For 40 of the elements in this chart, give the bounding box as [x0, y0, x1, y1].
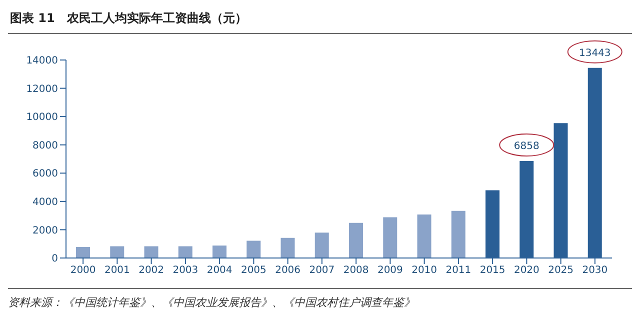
y-tick-label: 2000: [32, 225, 58, 236]
bar: [451, 210, 466, 258]
x-tick-label: 2025: [548, 265, 574, 276]
bar: [280, 238, 295, 258]
x-tick-label: 2000: [70, 265, 96, 276]
x-tick-label: 2011: [446, 265, 472, 276]
x-tick-label: 2003: [172, 265, 198, 276]
x-tick-label: 2005: [240, 265, 266, 276]
x-tick-label: 2002: [138, 265, 164, 276]
bar: [144, 246, 158, 258]
data-label: 13443: [578, 48, 611, 59]
data-label: 6858: [514, 141, 540, 152]
x-tick-label: 2020: [514, 265, 540, 276]
x-tick-label: 2007: [309, 265, 335, 276]
y-tick-label: 14000: [26, 56, 58, 67]
x-tick-label: 2008: [343, 265, 369, 276]
y-tick-label: 0: [52, 254, 58, 265]
y-tick-label: 10000: [26, 112, 58, 124]
text: 资料来源：《中国统计年鉴》、《中国农业发展报告》、《中国农村住户调查年鉴》: [8, 295, 416, 310]
y-tick-label: 4000: [32, 196, 58, 208]
y-tick-label: 8000: [32, 140, 58, 152]
bar: [178, 246, 192, 258]
bar: [314, 232, 329, 258]
bar: [383, 217, 398, 258]
y-tick-label: 6000: [32, 168, 58, 180]
x-tick-label: 2015: [480, 265, 506, 276]
bar: [349, 222, 363, 258]
x-tick-label: 2001: [104, 265, 130, 276]
chart-title: 图表 11 农民工人均实际年工资曲线（元）: [8, 8, 632, 34]
bar: [417, 214, 432, 258]
x-tick-label: 2030: [582, 265, 608, 276]
x-tick-label: 2006: [275, 265, 301, 276]
bar: [110, 246, 124, 258]
y-tick-label: 12000: [26, 84, 58, 95]
x-tick-label: 2004: [206, 265, 232, 276]
bar: [76, 246, 90, 258]
bar: [246, 240, 261, 258]
x-tick-label: 2009: [377, 265, 403, 276]
bar: [212, 246, 226, 258]
x-tick-label: 2010: [412, 265, 438, 276]
